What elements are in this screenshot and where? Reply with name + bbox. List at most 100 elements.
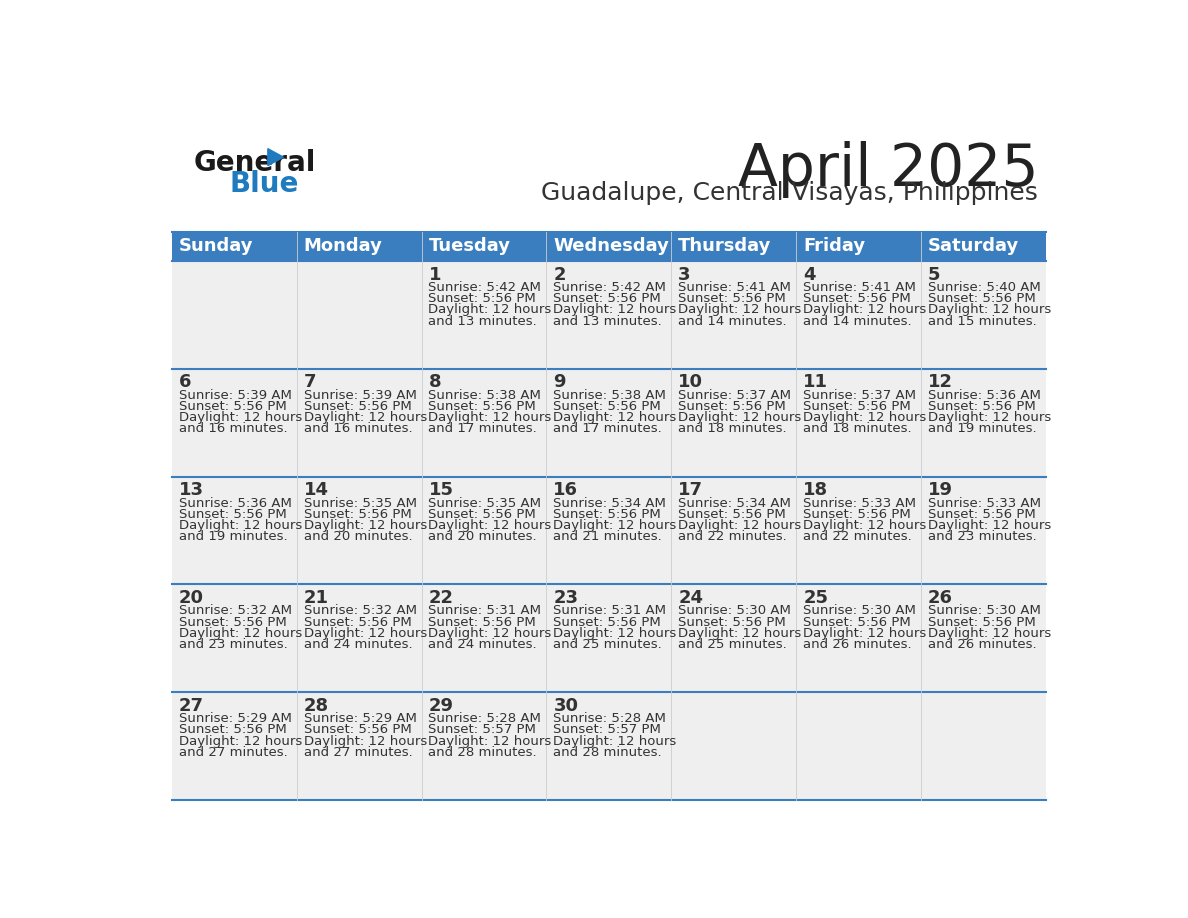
Text: Tuesday: Tuesday xyxy=(429,238,511,255)
Text: Sunset: 5:56 PM: Sunset: 5:56 PM xyxy=(178,723,286,736)
Text: 10: 10 xyxy=(678,374,703,391)
Text: Blue: Blue xyxy=(229,170,299,198)
Text: Saturday: Saturday xyxy=(928,238,1019,255)
Text: 19: 19 xyxy=(928,481,953,499)
Bar xyxy=(921,369,1045,476)
Text: 18: 18 xyxy=(803,481,828,499)
Text: 17: 17 xyxy=(678,481,703,499)
Text: 7: 7 xyxy=(304,374,316,391)
Text: April 2025: April 2025 xyxy=(738,141,1038,198)
Text: Sunset: 5:56 PM: Sunset: 5:56 PM xyxy=(678,508,786,521)
Text: Daylight: 12 hours: Daylight: 12 hours xyxy=(928,411,1051,424)
Text: and 15 minutes.: and 15 minutes. xyxy=(928,315,1037,328)
Text: 28: 28 xyxy=(304,697,329,715)
Text: Sunrise: 5:40 AM: Sunrise: 5:40 AM xyxy=(928,281,1041,294)
Text: Sunset: 5:56 PM: Sunset: 5:56 PM xyxy=(678,616,786,629)
Bar xyxy=(671,692,796,800)
Text: Daylight: 12 hours: Daylight: 12 hours xyxy=(429,519,551,532)
Bar xyxy=(172,369,297,476)
Text: Sunset: 5:56 PM: Sunset: 5:56 PM xyxy=(178,400,286,413)
Text: and 20 minutes.: and 20 minutes. xyxy=(429,531,537,543)
Bar xyxy=(172,261,297,369)
Bar xyxy=(172,585,297,692)
Text: Daylight: 12 hours: Daylight: 12 hours xyxy=(429,411,551,424)
Text: Sunrise: 5:39 AM: Sunrise: 5:39 AM xyxy=(304,389,417,402)
Text: Daylight: 12 hours: Daylight: 12 hours xyxy=(178,734,302,747)
Text: 21: 21 xyxy=(304,589,329,607)
Text: Sunrise: 5:38 AM: Sunrise: 5:38 AM xyxy=(554,389,666,402)
Bar xyxy=(796,585,921,692)
Text: Sunrise: 5:42 AM: Sunrise: 5:42 AM xyxy=(554,281,666,294)
Text: and 18 minutes.: and 18 minutes. xyxy=(678,422,786,435)
Text: Daylight: 12 hours: Daylight: 12 hours xyxy=(178,411,302,424)
Bar xyxy=(546,369,671,476)
Bar xyxy=(422,476,546,585)
Text: Sunrise: 5:34 AM: Sunrise: 5:34 AM xyxy=(678,497,791,509)
Bar xyxy=(297,585,422,692)
Text: Sunset: 5:57 PM: Sunset: 5:57 PM xyxy=(554,723,662,736)
Text: Daylight: 12 hours: Daylight: 12 hours xyxy=(554,304,677,317)
Bar xyxy=(546,261,671,369)
Text: and 28 minutes.: and 28 minutes. xyxy=(429,745,537,759)
Text: Sunset: 5:56 PM: Sunset: 5:56 PM xyxy=(554,508,662,521)
Bar xyxy=(172,476,297,585)
Bar xyxy=(297,692,422,800)
Bar xyxy=(297,232,422,261)
Text: 11: 11 xyxy=(803,374,828,391)
Text: 6: 6 xyxy=(178,374,191,391)
Text: Sunrise: 5:34 AM: Sunrise: 5:34 AM xyxy=(554,497,666,509)
Text: and 24 minutes.: and 24 minutes. xyxy=(304,638,412,651)
Text: Daylight: 12 hours: Daylight: 12 hours xyxy=(429,304,551,317)
Text: Sunset: 5:56 PM: Sunset: 5:56 PM xyxy=(803,400,911,413)
Text: Sunset: 5:56 PM: Sunset: 5:56 PM xyxy=(928,292,1036,306)
Text: 15: 15 xyxy=(429,481,454,499)
Text: Wednesday: Wednesday xyxy=(554,238,669,255)
Bar xyxy=(671,585,796,692)
Text: 26: 26 xyxy=(928,589,953,607)
Text: 9: 9 xyxy=(554,374,565,391)
Text: and 22 minutes.: and 22 minutes. xyxy=(678,531,786,543)
Bar xyxy=(422,369,546,476)
Bar xyxy=(796,476,921,585)
Text: 5: 5 xyxy=(928,265,941,284)
Text: and 14 minutes.: and 14 minutes. xyxy=(803,315,911,328)
Bar xyxy=(921,692,1045,800)
Bar xyxy=(546,692,671,800)
Text: Sunrise: 5:28 AM: Sunrise: 5:28 AM xyxy=(429,712,542,725)
Text: Sunset: 5:56 PM: Sunset: 5:56 PM xyxy=(304,508,411,521)
Bar xyxy=(671,232,796,261)
Text: Daylight: 12 hours: Daylight: 12 hours xyxy=(803,627,927,640)
Text: 3: 3 xyxy=(678,265,690,284)
Text: and 19 minutes.: and 19 minutes. xyxy=(928,422,1037,435)
Text: Daylight: 12 hours: Daylight: 12 hours xyxy=(803,411,927,424)
Text: Thursday: Thursday xyxy=(678,238,772,255)
Text: Sunrise: 5:36 AM: Sunrise: 5:36 AM xyxy=(178,497,291,509)
Text: Friday: Friday xyxy=(803,238,865,255)
Text: Sunset: 5:56 PM: Sunset: 5:56 PM xyxy=(803,616,911,629)
Text: and 25 minutes.: and 25 minutes. xyxy=(554,638,662,651)
Text: Sunset: 5:56 PM: Sunset: 5:56 PM xyxy=(304,616,411,629)
Text: and 26 minutes.: and 26 minutes. xyxy=(803,638,911,651)
Text: Sunset: 5:56 PM: Sunset: 5:56 PM xyxy=(554,400,662,413)
Text: Daylight: 12 hours: Daylight: 12 hours xyxy=(678,519,802,532)
Text: Daylight: 12 hours: Daylight: 12 hours xyxy=(928,519,1051,532)
Text: 12: 12 xyxy=(928,374,953,391)
Text: Sunrise: 5:30 AM: Sunrise: 5:30 AM xyxy=(678,604,791,618)
Text: and 16 minutes.: and 16 minutes. xyxy=(178,422,287,435)
Bar xyxy=(172,232,297,261)
Text: and 17 minutes.: and 17 minutes. xyxy=(429,422,537,435)
Text: Daylight: 12 hours: Daylight: 12 hours xyxy=(429,734,551,747)
Text: Sunset: 5:56 PM: Sunset: 5:56 PM xyxy=(429,292,536,306)
Bar xyxy=(297,261,422,369)
Text: 8: 8 xyxy=(429,374,441,391)
Bar xyxy=(297,476,422,585)
Text: Sunset: 5:56 PM: Sunset: 5:56 PM xyxy=(304,400,411,413)
Text: and 13 minutes.: and 13 minutes. xyxy=(554,315,662,328)
Text: Daylight: 12 hours: Daylight: 12 hours xyxy=(928,304,1051,317)
Text: Daylight: 12 hours: Daylight: 12 hours xyxy=(304,734,426,747)
Text: Sunrise: 5:37 AM: Sunrise: 5:37 AM xyxy=(678,389,791,402)
Text: Sunrise: 5:38 AM: Sunrise: 5:38 AM xyxy=(429,389,542,402)
Text: Daylight: 12 hours: Daylight: 12 hours xyxy=(803,304,927,317)
Text: Daylight: 12 hours: Daylight: 12 hours xyxy=(554,734,677,747)
Text: Sunset: 5:56 PM: Sunset: 5:56 PM xyxy=(304,723,411,736)
